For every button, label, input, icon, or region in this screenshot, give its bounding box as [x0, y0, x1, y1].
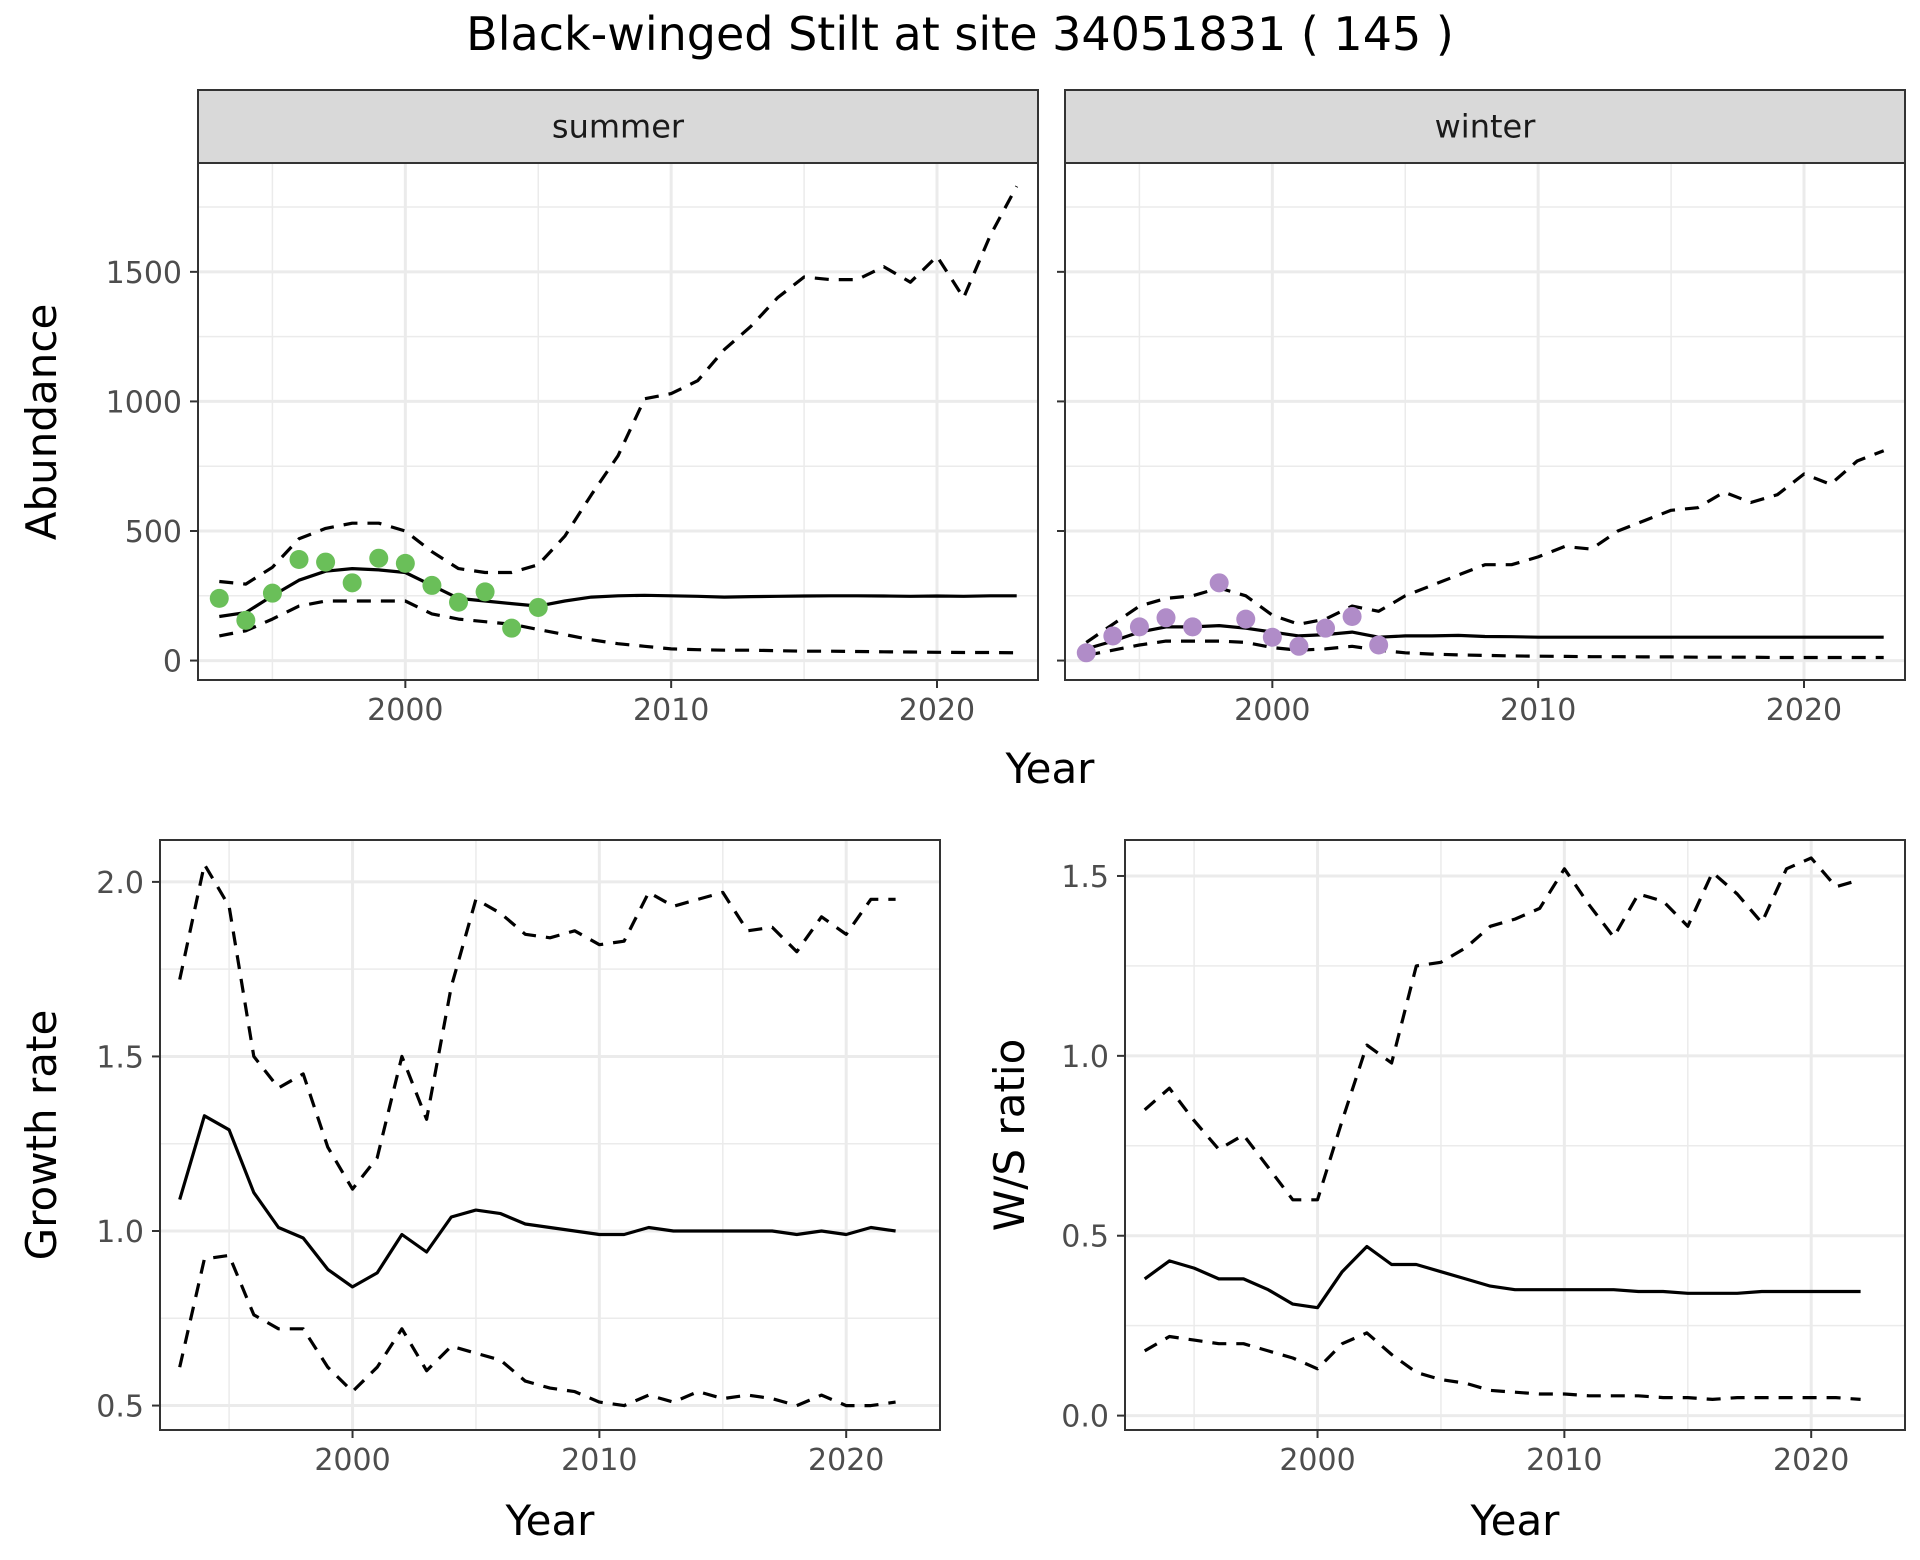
summer-observed-point [209, 588, 229, 608]
summer-observed-point [316, 552, 336, 572]
y-tick-label: 500 [125, 515, 182, 550]
x-tick-label: 2020 [1766, 693, 1842, 728]
x-tick-label: 2000 [1234, 693, 1310, 728]
summer-observed-point [475, 582, 495, 602]
x-tick-label: 2010 [561, 1443, 637, 1478]
x-tick-label: 2010 [1526, 1443, 1602, 1478]
x-tick-label: 2000 [1279, 1443, 1355, 1478]
summer-facet-label: summer [552, 108, 685, 146]
ws-y-axis-label: W/S ratio [985, 1039, 1034, 1232]
winter-panel: winter 2000 2010 2020 [1057, 89, 1906, 728]
summer-lower-bound-line [218, 599, 1017, 655]
summer-panel: summer 2000 2010 2020 0 500 1000 1500 Abundance [17, 89, 1039, 728]
winter-observed-point [1156, 608, 1176, 628]
top-x-axis-label: Year [1005, 744, 1096, 793]
summer-facet-strip [197, 89, 1039, 164]
y-tick-label: 0 [163, 645, 182, 680]
x-tick-label: 2010 [1500, 693, 1576, 728]
summer-observed-point [236, 610, 256, 630]
x-tick-label: 2010 [633, 693, 709, 728]
winter-observed-point [1262, 627, 1282, 647]
summer-upper-bound-line [219, 185, 1019, 586]
winter-observed-point [1236, 609, 1256, 629]
x-tick-label: 2000 [367, 693, 443, 728]
growth-upper-bound-line [178, 862, 896, 1191]
summer-y-axis-label: Abundance [17, 304, 66, 541]
y-tick-label: 1000 [106, 385, 182, 420]
growth-lower-bound-line [178, 1253, 896, 1408]
y-tick-label: 0.5 [1061, 1220, 1109, 1255]
summer-observed-point [369, 548, 389, 568]
winter-observed-point [1369, 635, 1389, 655]
summer-observed-point [342, 573, 362, 593]
growth-x-axis-label: Year [505, 1496, 596, 1545]
winter-observed-point [1076, 643, 1096, 663]
y-tick-label: 0.0 [1061, 1400, 1109, 1435]
summer-observed-point [422, 575, 442, 595]
x-tick-label: 2020 [899, 693, 975, 728]
winter-facet-strip [1064, 89, 1906, 164]
ws-ratio-panel: 2000 2010 2020 0.0 0.5 1.0 1.5 W/S ratio Year [985, 839, 1906, 1545]
ws-estimate-line [1143, 1244, 1861, 1310]
ws-x-axis-label: Year [1470, 1496, 1561, 1545]
figure-title: Black-winged Stilt at site 34051831 ( 14… [466, 7, 1454, 61]
winter-observed-point [1129, 617, 1149, 637]
winter-observed-point [1289, 636, 1309, 656]
summer-observed-point [289, 549, 309, 569]
summer-observed-point [528, 597, 548, 617]
growth-rate-panel: 2000 2010 2020 0.5 1.0 1.5 2.0 Growth rate Year [17, 839, 941, 1545]
y-tick-label: 1.0 [1061, 1040, 1109, 1075]
winter-observed-point [1209, 573, 1229, 593]
y-tick-label: 1500 [106, 256, 182, 291]
growth-y-axis-label: Growth rate [17, 1010, 66, 1261]
ws-upper-bound-line [1143, 856, 1862, 1202]
y-tick-label: 0.5 [96, 1390, 144, 1425]
summer-observed-point [449, 592, 469, 612]
winter-observed-point [1103, 626, 1123, 646]
winter-observed-point [1316, 618, 1336, 638]
summer-estimate-line [219, 567, 1017, 619]
winter-facet-label: winter [1435, 108, 1537, 146]
summer-observed-point [262, 583, 282, 603]
summer-observed-point [395, 553, 415, 573]
winter-observed-point [1342, 607, 1362, 627]
x-tick-label: 2020 [1773, 1443, 1849, 1478]
y-tick-label: 1.5 [1061, 860, 1109, 895]
x-tick-label: 2000 [314, 1443, 390, 1478]
y-tick-label: 1.0 [96, 1215, 144, 1250]
growth-panel-border [159, 839, 941, 1431]
winter-observed-point [1183, 617, 1203, 637]
y-tick-label: 2.0 [96, 866, 144, 901]
summer-observed-point [502, 618, 522, 638]
ws-lower-bound-line [1143, 1331, 1861, 1401]
x-tick-label: 2020 [808, 1443, 884, 1478]
ws-panel-border [1124, 839, 1906, 1431]
growth-estimate-line [178, 1114, 896, 1289]
winter-estimate-line [1085, 624, 1884, 651]
y-tick-label: 1.5 [96, 1040, 144, 1075]
